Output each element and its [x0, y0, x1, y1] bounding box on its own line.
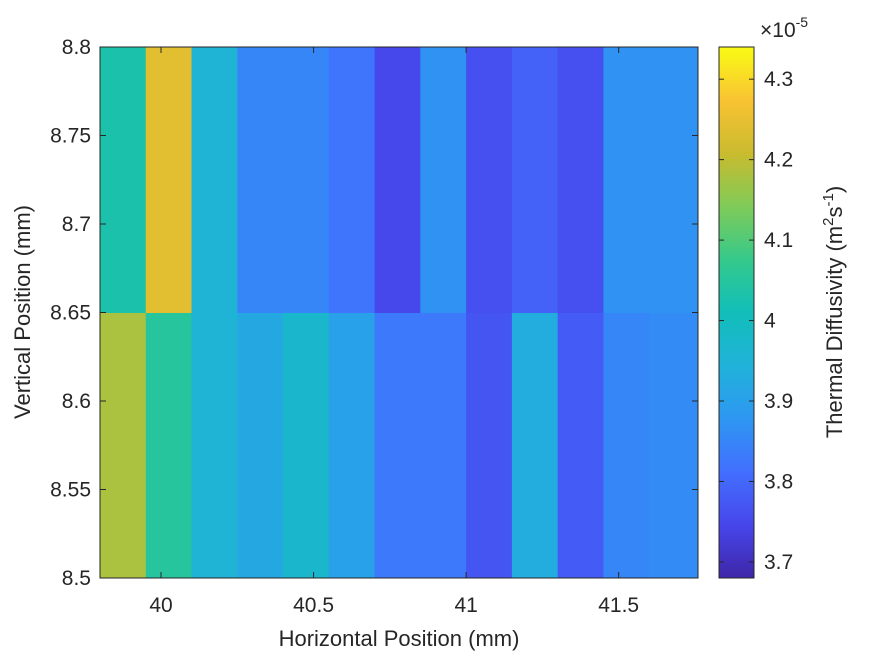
- y-tick-label: 8.65: [50, 302, 91, 325]
- heatmap-cell: [191, 47, 238, 313]
- colorbar-tick-label: 4: [764, 310, 776, 333]
- y-tick-label: 8.8: [62, 36, 91, 59]
- heatmap-cell: [237, 312, 284, 579]
- x-tick-label: 41: [454, 594, 477, 617]
- colorbar-tick-label: 4.2: [764, 149, 793, 172]
- heatmap-cell: [420, 47, 467, 313]
- heatmap-cell: [557, 47, 604, 313]
- y-axis-label: Vertical Position (mm): [10, 205, 35, 419]
- heatmap-cell: [511, 47, 559, 313]
- heatmap-cell: [374, 312, 421, 579]
- x-axis: 40 40.5 41 41.5: [149, 47, 639, 617]
- y-tick-label: 8.5: [62, 567, 91, 590]
- heatmap-cell: [283, 312, 330, 579]
- heatmap-cell: [145, 47, 193, 313]
- heatmap-cell: [237, 47, 284, 313]
- heatmap-cell: [191, 312, 238, 579]
- x-tick-label: 40.5: [293, 594, 334, 617]
- heatmap-cell: [466, 47, 513, 313]
- heatmap-cell: [649, 47, 699, 313]
- heatmap-cell: [557, 312, 604, 579]
- colorbar-tick-label: 3.9: [764, 390, 793, 413]
- x-tick-label: 41.5: [598, 594, 639, 617]
- heatmap-cell: [603, 47, 650, 313]
- heatmap-cell: [603, 312, 650, 579]
- heatmap-cell: [374, 47, 421, 313]
- heatmap-cell: [328, 312, 376, 579]
- heatmap-cell: [649, 312, 699, 579]
- colorbar-multiplier: ×10-5: [760, 14, 808, 42]
- y-tick-label: 8.75: [50, 125, 91, 148]
- heatmap-cell: [145, 312, 193, 579]
- colorbar-tick-label: 3.7: [764, 551, 793, 574]
- y-axis: 8.5 8.55 8.6 8.65 8.7 8.75 8.8: [50, 36, 698, 590]
- y-tick-label: 8.6: [62, 390, 91, 413]
- heatmap-cell: [100, 312, 147, 579]
- heatmap-cell: [466, 312, 513, 579]
- y-tick-label: 8.7: [62, 213, 91, 236]
- x-axis-label: Horizontal Position (mm): [279, 626, 520, 651]
- colorbar-tick-label: 3.8: [764, 470, 793, 493]
- colorbar-label: Thermal Diffusivity (m2s-1): [820, 186, 847, 438]
- colorbar-tick-label: 4.1: [764, 229, 793, 252]
- colorbar-tick-label: 4.3: [764, 68, 793, 91]
- colorbar-ticks: 3.7 3.8 3.9 4 4.1 4.2 4.3: [719, 68, 793, 574]
- heatmap-cell: [511, 312, 559, 579]
- heatmap-cells: [100, 47, 699, 579]
- heatmap-cell: [283, 47, 330, 313]
- colorbar: [718, 46, 755, 579]
- heatmap-cell: [100, 47, 147, 313]
- y-tick-label: 8.55: [50, 479, 91, 502]
- heatmap-cell: [328, 47, 376, 313]
- x-tick-label: 40: [149, 594, 172, 617]
- heatmap-cell: [420, 312, 467, 579]
